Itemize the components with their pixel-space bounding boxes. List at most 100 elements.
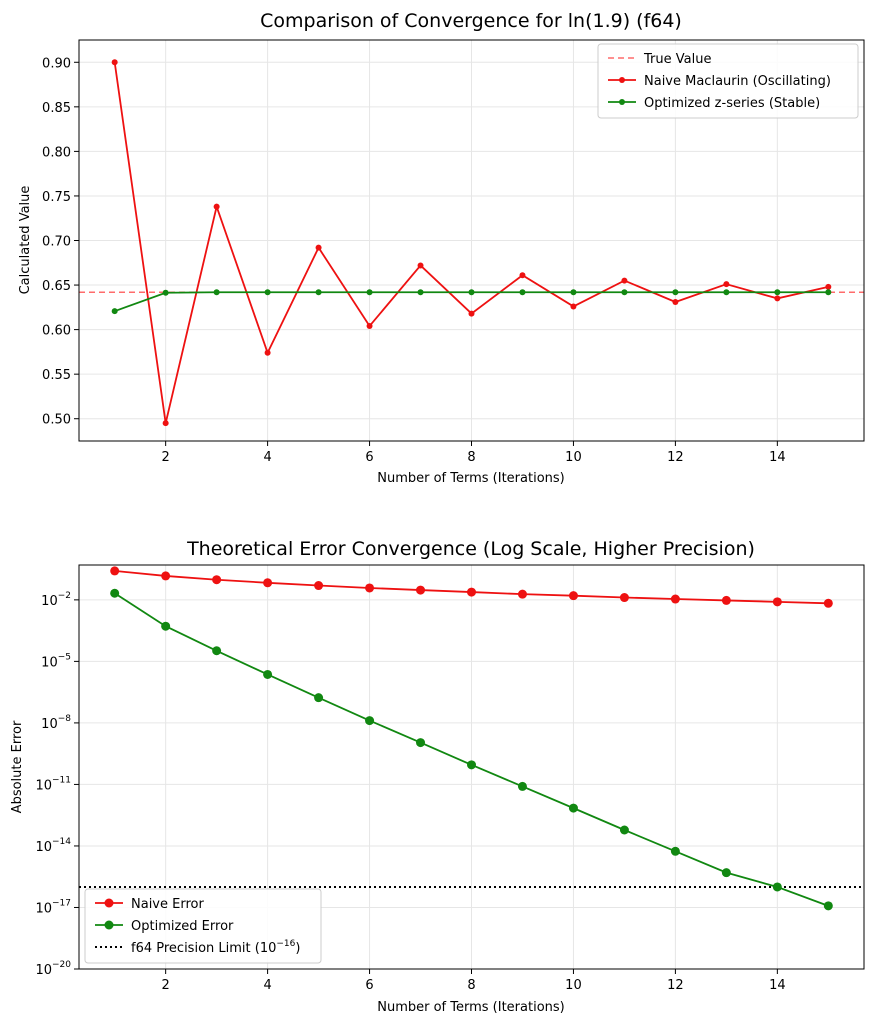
c1-point-s0-14: [825, 283, 832, 290]
c2-ytick-label: 10−20: [35, 960, 71, 978]
c2-ytick-label: 10−5: [41, 652, 71, 670]
c1-point-s0-2: [213, 203, 220, 210]
c2-point-s0-9: [568, 591, 578, 601]
c1-point-s1-0: [111, 308, 118, 315]
c1-point-s1-7: [468, 289, 475, 296]
c1-point-s1-4: [315, 289, 322, 296]
c2-point-s0-3: [263, 578, 273, 588]
c1-point-s1-10: [621, 289, 628, 296]
c1-point-s0-0: [111, 59, 118, 66]
c2-point-s1-2: [212, 646, 222, 656]
c2-xtick-label: 14: [769, 978, 786, 993]
c2-point-s1-14: [823, 901, 833, 911]
c2-xtick-label: 2: [162, 978, 170, 993]
c1-xtick-label: 4: [263, 450, 271, 465]
c1-ytick-label: 0.85: [42, 101, 71, 116]
error-chart: Theoretical Error Convergence (Log Scale…: [10, 538, 865, 1015]
chart1-legend: True Value Naive Maclaurin (Oscillating) O…: [597, 43, 859, 119]
c1-ytick-label: 0.75: [42, 190, 71, 205]
c2-point-s1-4: [314, 693, 324, 703]
c2-point-s1-0: [110, 588, 120, 598]
c1-point-s0-13: [774, 295, 781, 302]
c2-point-s0-7: [467, 587, 476, 597]
c2-legend-label-0: Naive Error: [131, 897, 204, 912]
chart1-x-ticks: 2 4 6 8 10 12 14: [162, 441, 786, 465]
c2-xtick-label: 10: [565, 978, 582, 993]
c2-point-s1-6: [416, 738, 426, 748]
c1-legend-label-0: True Value: [643, 52, 711, 67]
c1-xtick-label: 2: [162, 450, 170, 465]
c1-legend-marker-1: [619, 77, 625, 83]
c2-legend-label-1: Optimized Error: [131, 919, 234, 934]
c1-legend-label-2: Optimized z-series (Stable): [644, 96, 820, 111]
c2-ytick-label: 10−17: [35, 898, 71, 916]
chart1-series: [111, 59, 832, 427]
c1-ytick-label: 0.70: [42, 235, 71, 250]
chart2-title: Theoretical Error Convergence (Log Scale…: [186, 538, 755, 560]
chart1-xlabel: Number of Terms (Iterations): [377, 471, 565, 486]
c2-legend-marker-0: [104, 898, 114, 908]
c1-point-s1-9: [570, 289, 577, 296]
c2-point-s1-3: [263, 669, 273, 679]
c2-point-s0-0: [110, 566, 120, 576]
c2-point-s0-5: [365, 583, 375, 593]
c2-xtick-label: 6: [365, 978, 373, 993]
c2-point-s1-13: [772, 882, 782, 892]
c1-legend-label-1: Naive Maclaurin (Oscillating): [644, 74, 831, 89]
c1-xtick-label: 14: [769, 450, 786, 465]
c1-point-s1-14: [825, 289, 832, 296]
c2-point-s0-1: [161, 571, 171, 581]
c2-point-s0-4: [314, 581, 324, 591]
c1-ytick-label: 0.55: [42, 368, 71, 383]
c2-point-s0-14: [823, 598, 833, 608]
c2-point-s0-12: [721, 595, 731, 605]
chart2-xlabel: Number of Terms (Iterations): [377, 1000, 565, 1015]
c1-point-s0-5: [366, 323, 373, 330]
c1-point-s0-4: [315, 244, 322, 251]
c2-point-s1-8: [517, 781, 527, 791]
c2-point-s1-11: [670, 846, 680, 856]
c1-xtick-label: 12: [667, 450, 684, 465]
chart2-legend: Naive Error Optimized Error f64 Precision …: [84, 888, 322, 964]
c1-point-s1-8: [519, 289, 526, 296]
c2-legend-box: [84, 888, 322, 964]
chart1-title: Comparison of Convergence for ln(1.9) (f…: [260, 10, 682, 32]
c2-ytick-label: 10−8: [41, 714, 71, 732]
c1-point-s0-1: [162, 420, 169, 427]
c1-point-s0-3: [264, 349, 271, 356]
c2-legend-marker-1: [104, 920, 114, 930]
c2-point-s0-11: [670, 594, 680, 604]
c1-ytick-label: 0.90: [42, 56, 71, 71]
c1-xtick-label: 6: [365, 450, 373, 465]
c1-point-s1-2: [213, 289, 220, 296]
c2-ytick-label: 10−2: [41, 591, 71, 609]
c2-xtick-label: 12: [667, 978, 684, 993]
c1-point-s0-11: [672, 298, 679, 305]
c1-point-s1-6: [417, 289, 424, 296]
c2-legend-label-2: f64 Precision Limit (10−16): [131, 939, 300, 956]
chart1-y-ticks: 0.50 0.55 0.60 0.65 0.70 0.75 0.80 0.85 0.90: [42, 56, 79, 428]
c1-ytick-label: 0.80: [42, 145, 71, 160]
c1-ytick-label: 0.65: [42, 279, 71, 294]
c2-point-s0-6: [416, 585, 426, 595]
c2-point-s0-2: [212, 575, 222, 585]
c2-point-s0-10: [619, 593, 629, 603]
c1-point-s0-8: [519, 272, 526, 279]
chart1-ylabel: Calculated Value: [18, 186, 33, 295]
chart2-ylabel: Absolute Error: [10, 720, 25, 813]
c2-point-s1-7: [467, 760, 476, 770]
c2-point-s0-8: [517, 589, 527, 599]
c1-point-s1-13: [774, 289, 781, 296]
c1-ytick-label: 0.60: [42, 324, 71, 339]
c2-point-s1-12: [721, 868, 731, 878]
c1-legend-box: [597, 43, 859, 119]
c1-point-s0-7: [468, 310, 475, 317]
c1-point-s1-11: [672, 289, 679, 296]
c1-ytick-label: 0.50: [42, 413, 71, 428]
c1-point-s0-9: [570, 303, 577, 310]
c1-xtick-label: 10: [565, 450, 582, 465]
c1-point-s0-6: [417, 262, 424, 269]
c2-ytick-label: 10−11: [35, 775, 71, 793]
c2-xtick-label: 4: [263, 978, 271, 993]
